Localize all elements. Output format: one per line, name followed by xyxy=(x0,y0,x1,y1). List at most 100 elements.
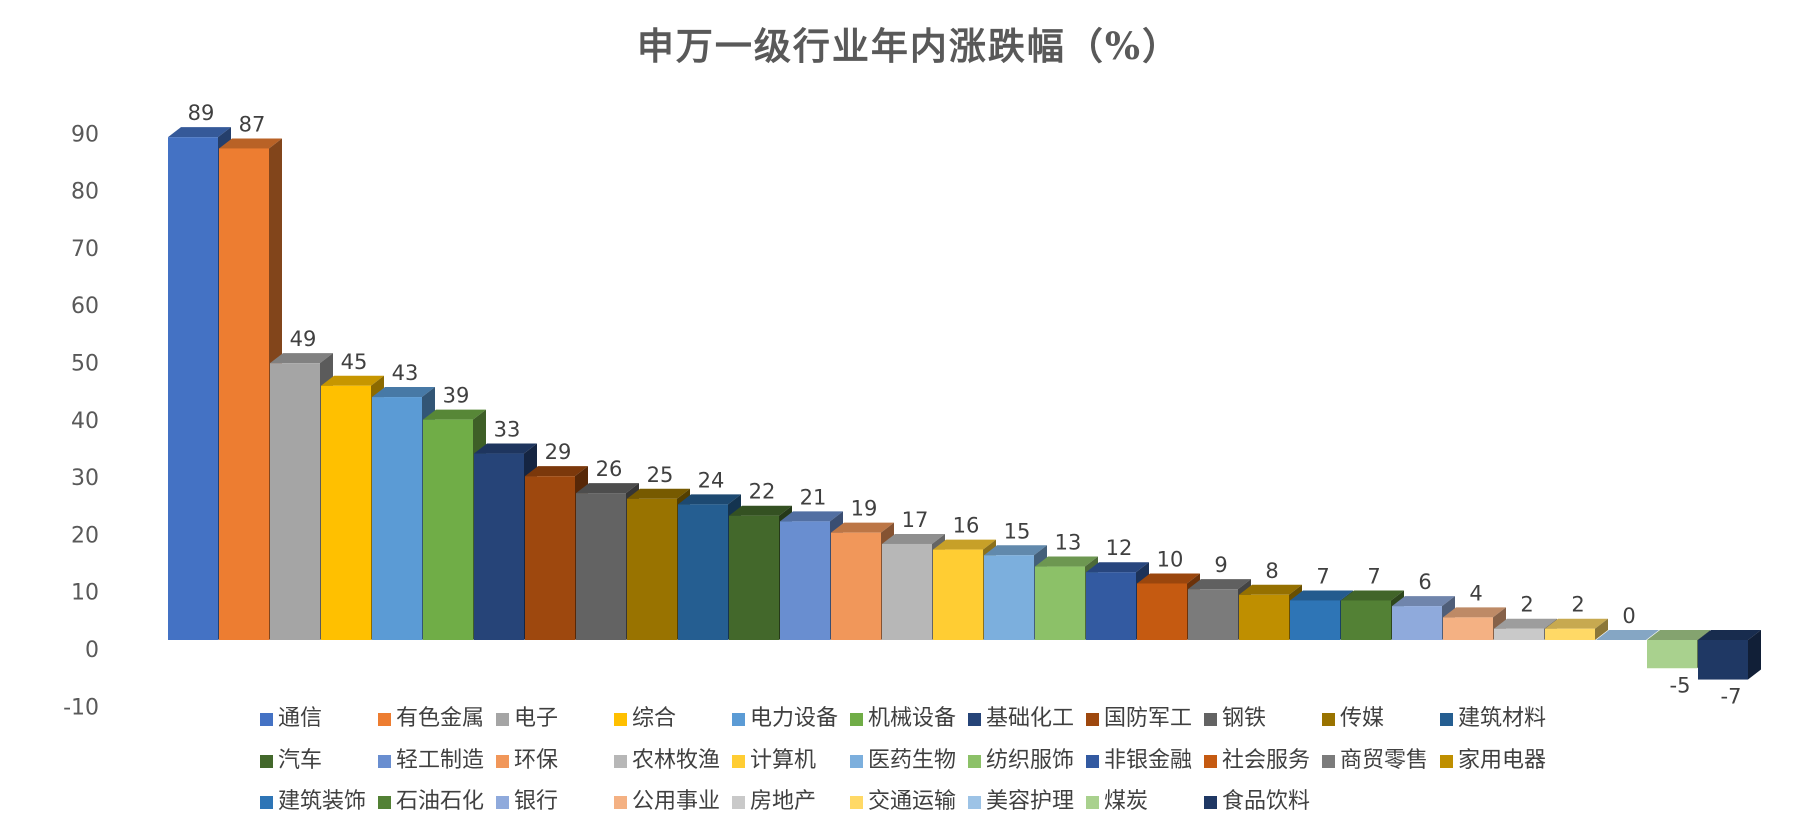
legend-item[interactable]: 综合 xyxy=(614,708,676,730)
bar-value-label: 24 xyxy=(698,468,725,492)
bar-top-face xyxy=(1035,556,1098,567)
bar-value-label: 39 xyxy=(443,384,470,408)
legend-item[interactable]: 传媒 xyxy=(1322,708,1384,730)
bar-top-face xyxy=(1137,573,1200,584)
bar-value-label: 4 xyxy=(1469,581,1482,605)
bar-value-label: 45 xyxy=(341,350,368,374)
bar-top-face xyxy=(168,127,231,138)
legend-item-label: 社会服务 xyxy=(1222,748,1311,773)
bar[interactable] xyxy=(1545,618,1608,640)
bar-front-face xyxy=(1494,628,1544,640)
bar-top-face xyxy=(1647,630,1710,640)
legend-item-label: 电子 xyxy=(514,706,559,731)
legend-item[interactable]: 钢铁 xyxy=(1204,708,1266,730)
legend-item[interactable]: 交通运输 xyxy=(850,791,956,813)
legend-item[interactable]: 建筑材料 xyxy=(1440,708,1546,730)
legend-item-label: 计算机 xyxy=(750,748,817,773)
legend-item-label: 传媒 xyxy=(1340,706,1385,731)
bar-front-face xyxy=(831,532,881,640)
y-axis-tick-label: 0 xyxy=(85,638,99,663)
y-axis-tick-label: 10 xyxy=(71,581,99,606)
legend-item[interactable]: 环保 xyxy=(496,750,558,772)
bar-top-face xyxy=(984,545,1047,556)
bar-top-face xyxy=(372,387,435,398)
legend-swatch-icon xyxy=(1440,754,1453,768)
legend-item[interactable]: 纺织服饰 xyxy=(968,750,1074,772)
bar-value-label: 6 xyxy=(1418,570,1431,594)
legend-item[interactable]: 医药生物 xyxy=(850,750,956,772)
bar-front-face xyxy=(1392,606,1442,640)
bar-front-face xyxy=(321,385,371,640)
y-axis-tick-label: 90 xyxy=(71,122,99,147)
legend-item[interactable]: 食品饮料 xyxy=(1204,791,1310,813)
bar-value-label: 15 xyxy=(1004,519,1031,543)
legend-item[interactable]: 家用电器 xyxy=(1440,750,1546,772)
bar-value-label: 19 xyxy=(851,497,878,521)
bar-top-face xyxy=(321,375,384,386)
legend-item-label: 环保 xyxy=(514,748,559,773)
legend-item[interactable]: 农林牧渔 xyxy=(614,750,720,772)
legend-item-label: 食品饮料 xyxy=(1222,789,1311,814)
legend-swatch-icon xyxy=(1322,754,1335,768)
bar-front-face xyxy=(1188,589,1238,640)
legend-item-label: 家用电器 xyxy=(1458,748,1547,773)
legend-swatch-icon xyxy=(378,754,391,768)
bar-value-label: 10 xyxy=(1157,548,1184,572)
legend-item[interactable]: 建筑装饰 xyxy=(260,791,366,813)
bar-front-face xyxy=(1341,600,1391,640)
legend-swatch-icon xyxy=(850,795,863,809)
legend-item-label: 农林牧渔 xyxy=(632,748,721,773)
legend-item[interactable]: 轻工制造 xyxy=(378,750,484,772)
y-axis-tick-label: 20 xyxy=(71,523,99,548)
legend-item[interactable]: 电力设备 xyxy=(732,708,838,730)
legend-item[interactable]: 汽车 xyxy=(260,750,322,772)
bar-top-face xyxy=(933,539,996,550)
bar-top-face xyxy=(780,511,843,522)
legend-swatch-icon xyxy=(850,754,863,768)
legend-item[interactable]: 美容护理 xyxy=(968,791,1074,813)
legend-item[interactable]: 基础化工 xyxy=(968,708,1074,730)
bar-top-face xyxy=(882,533,945,544)
bar-top-face xyxy=(474,443,537,454)
legend-item[interactable]: 社会服务 xyxy=(1204,750,1310,772)
bar-front-face xyxy=(882,543,932,640)
bar[interactable] xyxy=(1596,630,1659,640)
legend-item[interactable]: 公用事业 xyxy=(614,791,720,813)
legend-item[interactable]: 机械设备 xyxy=(850,708,956,730)
legend-item[interactable]: 房地产 xyxy=(732,791,816,813)
legend-item[interactable]: 非银金融 xyxy=(1086,750,1192,772)
legend-swatch-icon xyxy=(1204,795,1217,809)
legend-item-label: 轻工制造 xyxy=(396,748,485,773)
legend-item[interactable]: 国防军工 xyxy=(1086,708,1192,730)
bar-top-face xyxy=(270,353,333,364)
bar-value-label: 22 xyxy=(749,480,776,504)
bar-value-label: 89 xyxy=(188,101,215,125)
legend-swatch-icon xyxy=(732,712,745,726)
legend-swatch-icon xyxy=(496,712,509,726)
bar-top-face xyxy=(219,138,282,149)
legend-item[interactable]: 通信 xyxy=(260,708,322,730)
legend-swatch-icon xyxy=(614,754,627,768)
bar-value-label: 2 xyxy=(1571,593,1584,617)
bar-front-face xyxy=(525,476,575,640)
bar-front-face xyxy=(933,549,983,640)
bar-value-label: -5 xyxy=(1670,673,1691,697)
legend-item[interactable]: 电子 xyxy=(496,708,558,730)
legend-item[interactable]: 煤炭 xyxy=(1086,791,1148,813)
legend-item[interactable]: 银行 xyxy=(496,791,558,813)
bar-side-face xyxy=(1595,618,1608,640)
bar-value-label: 87 xyxy=(239,112,266,136)
legend-item-label: 纺织服饰 xyxy=(986,748,1075,773)
legend-item[interactable]: 有色金属 xyxy=(378,708,484,730)
y-axis-tick-label: 70 xyxy=(71,237,99,262)
legend-item[interactable]: 商贸零售 xyxy=(1322,750,1428,772)
legend-item-label: 机械设备 xyxy=(868,706,957,731)
legend-swatch-icon xyxy=(1086,795,1099,809)
legend-item[interactable]: 计算机 xyxy=(732,750,816,772)
y-axis-tick-label: 40 xyxy=(71,409,99,434)
legend-item[interactable]: 石油石化 xyxy=(378,791,484,813)
legend-swatch-icon xyxy=(1440,712,1453,726)
bar[interactable] xyxy=(1698,630,1761,680)
legend-swatch-icon xyxy=(378,712,391,726)
